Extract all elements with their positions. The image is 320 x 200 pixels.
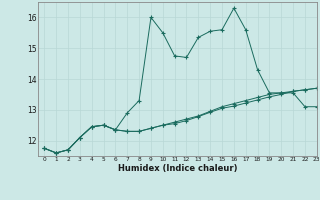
X-axis label: Humidex (Indice chaleur): Humidex (Indice chaleur) bbox=[118, 164, 237, 173]
